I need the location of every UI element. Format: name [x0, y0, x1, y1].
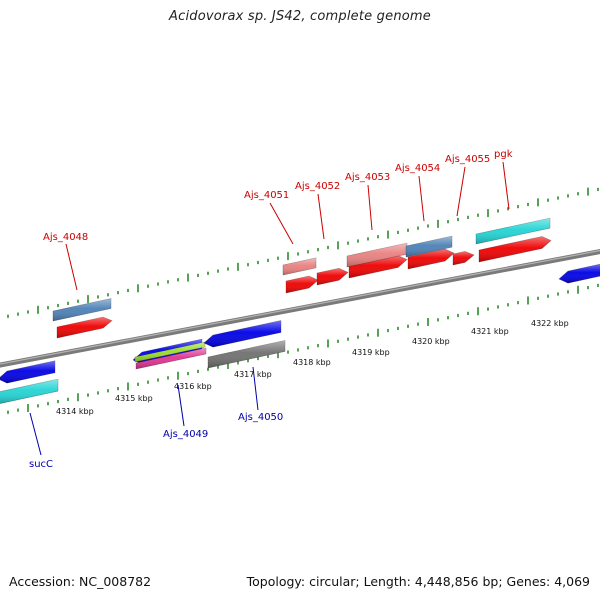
- gene-pgk-feature[interactable]: [475, 217, 551, 245]
- leader-line: [367, 184, 373, 231]
- gene-label[interactable]: Ajs_4050: [238, 412, 283, 423]
- gene-ajs-4048[interactable]: [56, 316, 113, 339]
- gene-label[interactable]: sucC: [29, 459, 53, 470]
- gene-ajs-4051[interactable]: [285, 275, 319, 294]
- gene-succ[interactable]: [0, 378, 59, 404]
- kbp-label: 4319 kbp: [352, 348, 390, 357]
- gene-ajs-4049-feature-magenta[interactable]: [135, 347, 207, 370]
- leader-line: [177, 384, 185, 427]
- map-title: Acidovorax sp. JS42, complete genome: [169, 9, 431, 24]
- gene-reverse-left[interactable]: [0, 360, 56, 384]
- kbp-label: 4314 kbp: [56, 407, 94, 416]
- kbp-label: 4321 kbp: [471, 327, 509, 336]
- leader-line: [418, 175, 425, 222]
- kbp-label: 4315 kbp: [115, 394, 153, 403]
- gene-label[interactable]: Ajs_4049: [163, 429, 208, 440]
- kbp-label: 4322 kbp: [531, 319, 569, 328]
- kbp-label: 4318 kbp: [293, 358, 331, 367]
- gene-label[interactable]: pgk: [494, 149, 513, 160]
- gene-ajs-4054[interactable]: [407, 248, 455, 270]
- gene-label[interactable]: Ajs_4052: [295, 181, 340, 192]
- leader-line: [456, 166, 466, 217]
- gene-ajs-4054-feature[interactable]: [405, 235, 453, 258]
- gene-label[interactable]: Ajs_4055: [445, 154, 490, 165]
- gene-label[interactable]: Ajs_4051: [244, 190, 289, 201]
- gene-ajs-4052[interactable]: [316, 267, 349, 286]
- leader-line: [29, 412, 42, 456]
- genome-backbone-highlight: [0, 249, 600, 365]
- genome-backbone: [0, 249, 600, 368]
- gene-ajs-4049-feature-green[interactable]: [134, 341, 206, 363]
- leader-line: [65, 243, 78, 291]
- gene-pgk[interactable]: [478, 236, 552, 263]
- gene-label[interactable]: Ajs_4053: [345, 172, 390, 183]
- gene-reverse-mid[interactable]: [203, 320, 282, 348]
- kbp-label: 4316 kbp: [174, 382, 212, 391]
- kbp-label: 4317 kbp: [234, 370, 272, 379]
- gene-label[interactable]: Ajs_4054: [395, 163, 440, 174]
- gene-ajs-4050[interactable]: [207, 340, 286, 369]
- gene-ajs-4048-feature[interactable]: [52, 298, 112, 322]
- genome-summary-text: Topology: circular; Length: 4,448,856 bp…: [246, 574, 590, 589]
- leader-line: [252, 366, 259, 411]
- accession-text: Accession: NC_008782: [9, 574, 152, 589]
- leader-line: [269, 202, 294, 245]
- leader-line: [317, 193, 325, 240]
- gene-ajs-4051-feature[interactable]: [282, 257, 317, 276]
- gene-ajs-4055[interactable]: [452, 251, 475, 266]
- gene-label[interactable]: Ajs_4048: [43, 232, 88, 243]
- gene-reverse-right[interactable]: [558, 263, 600, 284]
- leader-line: [502, 161, 510, 210]
- kbp-label: 4320 kbp: [412, 337, 450, 346]
